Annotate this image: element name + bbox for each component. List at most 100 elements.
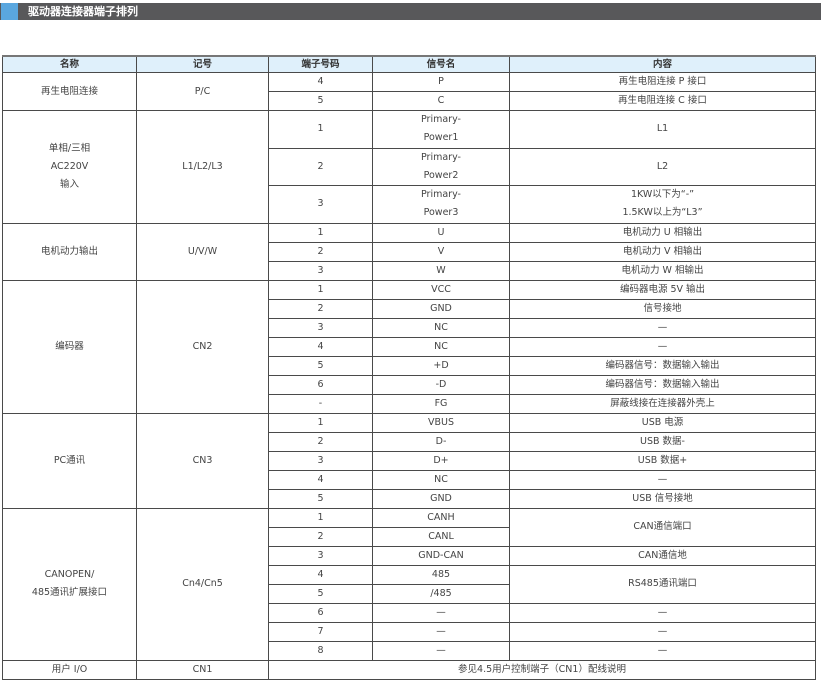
cell-symbol: CN1 (136, 659, 269, 680)
header-pin: 端子号码 (268, 55, 373, 73)
cell-pin: 5 (268, 488, 373, 509)
cell-pin: 2 (268, 147, 373, 187)
cell-signal: — (372, 640, 510, 661)
cell-content: 电机动力 W 相输出 (509, 260, 816, 281)
cell-symbol: U/V/W (136, 222, 269, 281)
cell-content: 信号接地 (509, 298, 816, 319)
cell-name: CANOPEN/ 485通讯扩展接口 (2, 507, 137, 661)
cell-signal: Primary- Power2 (372, 147, 510, 187)
cell-content: — (509, 602, 816, 623)
cell-signal: NC (372, 317, 510, 338)
table-row: 5 C 再生电阻连接 C 接口 (3, 91, 816, 111)
cell-content: USB 数据- (509, 431, 816, 452)
table-row: 2 V 电机动力 V 相输出 (3, 241, 816, 262)
table-row: 编码器 CN2 1 VCC 编码器电源 5V 输出 (2, 279, 816, 414)
cell-content: L1 (509, 110, 816, 149)
cell-content: 电机动力 U 相输出 (509, 222, 816, 243)
table-row: PC通讯 CN3 1 VBUS USB 电源 (2, 412, 816, 509)
cell-pin: 1 (268, 507, 373, 528)
cell-content: — (509, 336, 816, 357)
cell-signal: CANL (372, 526, 510, 547)
cell-signal: D+ (372, 450, 510, 471)
cell-content: 1KW以下为“-” 1.5KW以上为“L3” (509, 185, 816, 224)
cell-content: 屏蔽线接在连接器外壳上 (509, 393, 816, 414)
cell-name: PC通讯 (2, 412, 137, 509)
cell-signal: GND (372, 488, 510, 509)
table-row: 5 GND USB 信号接地 (3, 488, 816, 509)
cell-signal: W (372, 260, 510, 281)
cell-signal: — (372, 621, 510, 642)
cell-pin: 6 (268, 602, 373, 623)
cell-content: CAN通信端口 (509, 507, 816, 547)
table-row: 3 D+ USB 数据+ (3, 450, 816, 471)
cell-pin: 2 (268, 298, 373, 319)
cell-pin: 1 (268, 279, 373, 300)
header-symbol: 记号 (136, 55, 269, 73)
table-row: 8— — (3, 640, 816, 661)
table-row-user-io: 用户 I/O CN1 参见4.5用户控制端子（CN1）配线说明 (2, 659, 816, 680)
cell-content: L2 (509, 147, 816, 187)
cell-content: 再生电阻连接 P 接口 (509, 72, 816, 92)
cell-pin: 1 (268, 110, 373, 149)
table-row: 2 CANL (3, 526, 816, 547)
header-name: 名称 (2, 55, 137, 73)
cell-signal: C (372, 91, 510, 111)
table-row: CANOPEN/ 485通讯扩展接口 Cn4/Cn5 1 CANH CAN通信端口 (2, 507, 816, 661)
cell-content: — (509, 621, 816, 642)
table-row: 3 GND-CAN CAN通信地 (3, 545, 816, 566)
cell-signal: P (372, 72, 510, 92)
cell-pin: 1 (268, 412, 373, 433)
cell-content: 再生电阻连接 C 接口 (509, 91, 816, 111)
cell-pin: 1 (268, 222, 373, 243)
cell-symbol: CN2 (136, 279, 269, 414)
cell-note: 参见4.5用户控制端子（CN1）配线说明 (268, 659, 816, 680)
cell-content: RS485通讯端口 (509, 564, 816, 604)
cell-signal: +D (372, 355, 510, 376)
cell-signal: U (372, 222, 510, 243)
cell-signal: NC (372, 469, 510, 490)
cell-pin: 2 (268, 526, 373, 547)
header-content: 内容 (509, 55, 816, 73)
cell-signal: Primary- Power1 (372, 110, 510, 149)
cell-pin: 5 (268, 355, 373, 376)
cell-signal: FG (372, 393, 510, 414)
table-row: 3 NC — (3, 317, 816, 338)
section-title: 驱动器连接器端子排列 (28, 5, 138, 18)
table-row: 4 485 RS485通讯端口 (3, 564, 816, 604)
table-row: 2 GND 信号接地 (3, 298, 816, 319)
cell-pin: 4 (268, 469, 373, 490)
cell-pin: 3 (268, 545, 373, 566)
cell-pin: 2 (268, 241, 373, 262)
cell-content: USB 电源 (509, 412, 816, 433)
cell-content: — (509, 640, 816, 661)
cell-pin: 3 (268, 450, 373, 471)
connector-terminal-table: 名称 记号 端子号码 信号名 内容 再生电阻连接 P/C 4 P 再生电阻连接 P 接口… (2, 55, 816, 680)
cell-symbol: Cn4/Cn5 (136, 507, 269, 661)
cell-pin: 4 (268, 336, 373, 357)
cell-name: 再生电阻连接 (2, 72, 137, 111)
cell-signal: V (372, 241, 510, 262)
cell-content: — (509, 469, 816, 490)
cell-signal: — (372, 602, 510, 623)
cell-signal: VBUS (372, 412, 510, 433)
cell-pin: 6 (268, 374, 373, 395)
table-row: 电机动力输出 U/V/W 1 U 电机动力 U 相输出 (2, 222, 816, 281)
cell-pin: 2 (268, 431, 373, 452)
title-accent-block (1, 3, 18, 20)
table-row: 4 NC — (3, 336, 816, 357)
cell-signal: NC (372, 336, 510, 357)
cell-content: USB 信号接地 (509, 488, 816, 509)
cell-name: 单相/三相 AC220V 输入 (2, 110, 137, 224)
cell-signal: VCC (372, 279, 510, 300)
cell-content: 编码器信号：数据输入输出 (509, 374, 816, 395)
cell-symbol: L1/L2/L3 (136, 110, 269, 224)
cell-name: 用户 I/O (2, 659, 137, 680)
section-title-bar: 驱动器连接器端子排列 (0, 3, 821, 20)
cell-signal: -D (372, 374, 510, 395)
table-row: 3 W 电机动力 W 相输出 (3, 260, 816, 281)
cell-pin: 3 (268, 317, 373, 338)
cell-pin: 4 (268, 564, 373, 585)
cell-symbol: P/C (136, 72, 269, 111)
table-row: 2 Primary- Power2 L2 (3, 147, 816, 187)
cell-signal: GND (372, 298, 510, 319)
